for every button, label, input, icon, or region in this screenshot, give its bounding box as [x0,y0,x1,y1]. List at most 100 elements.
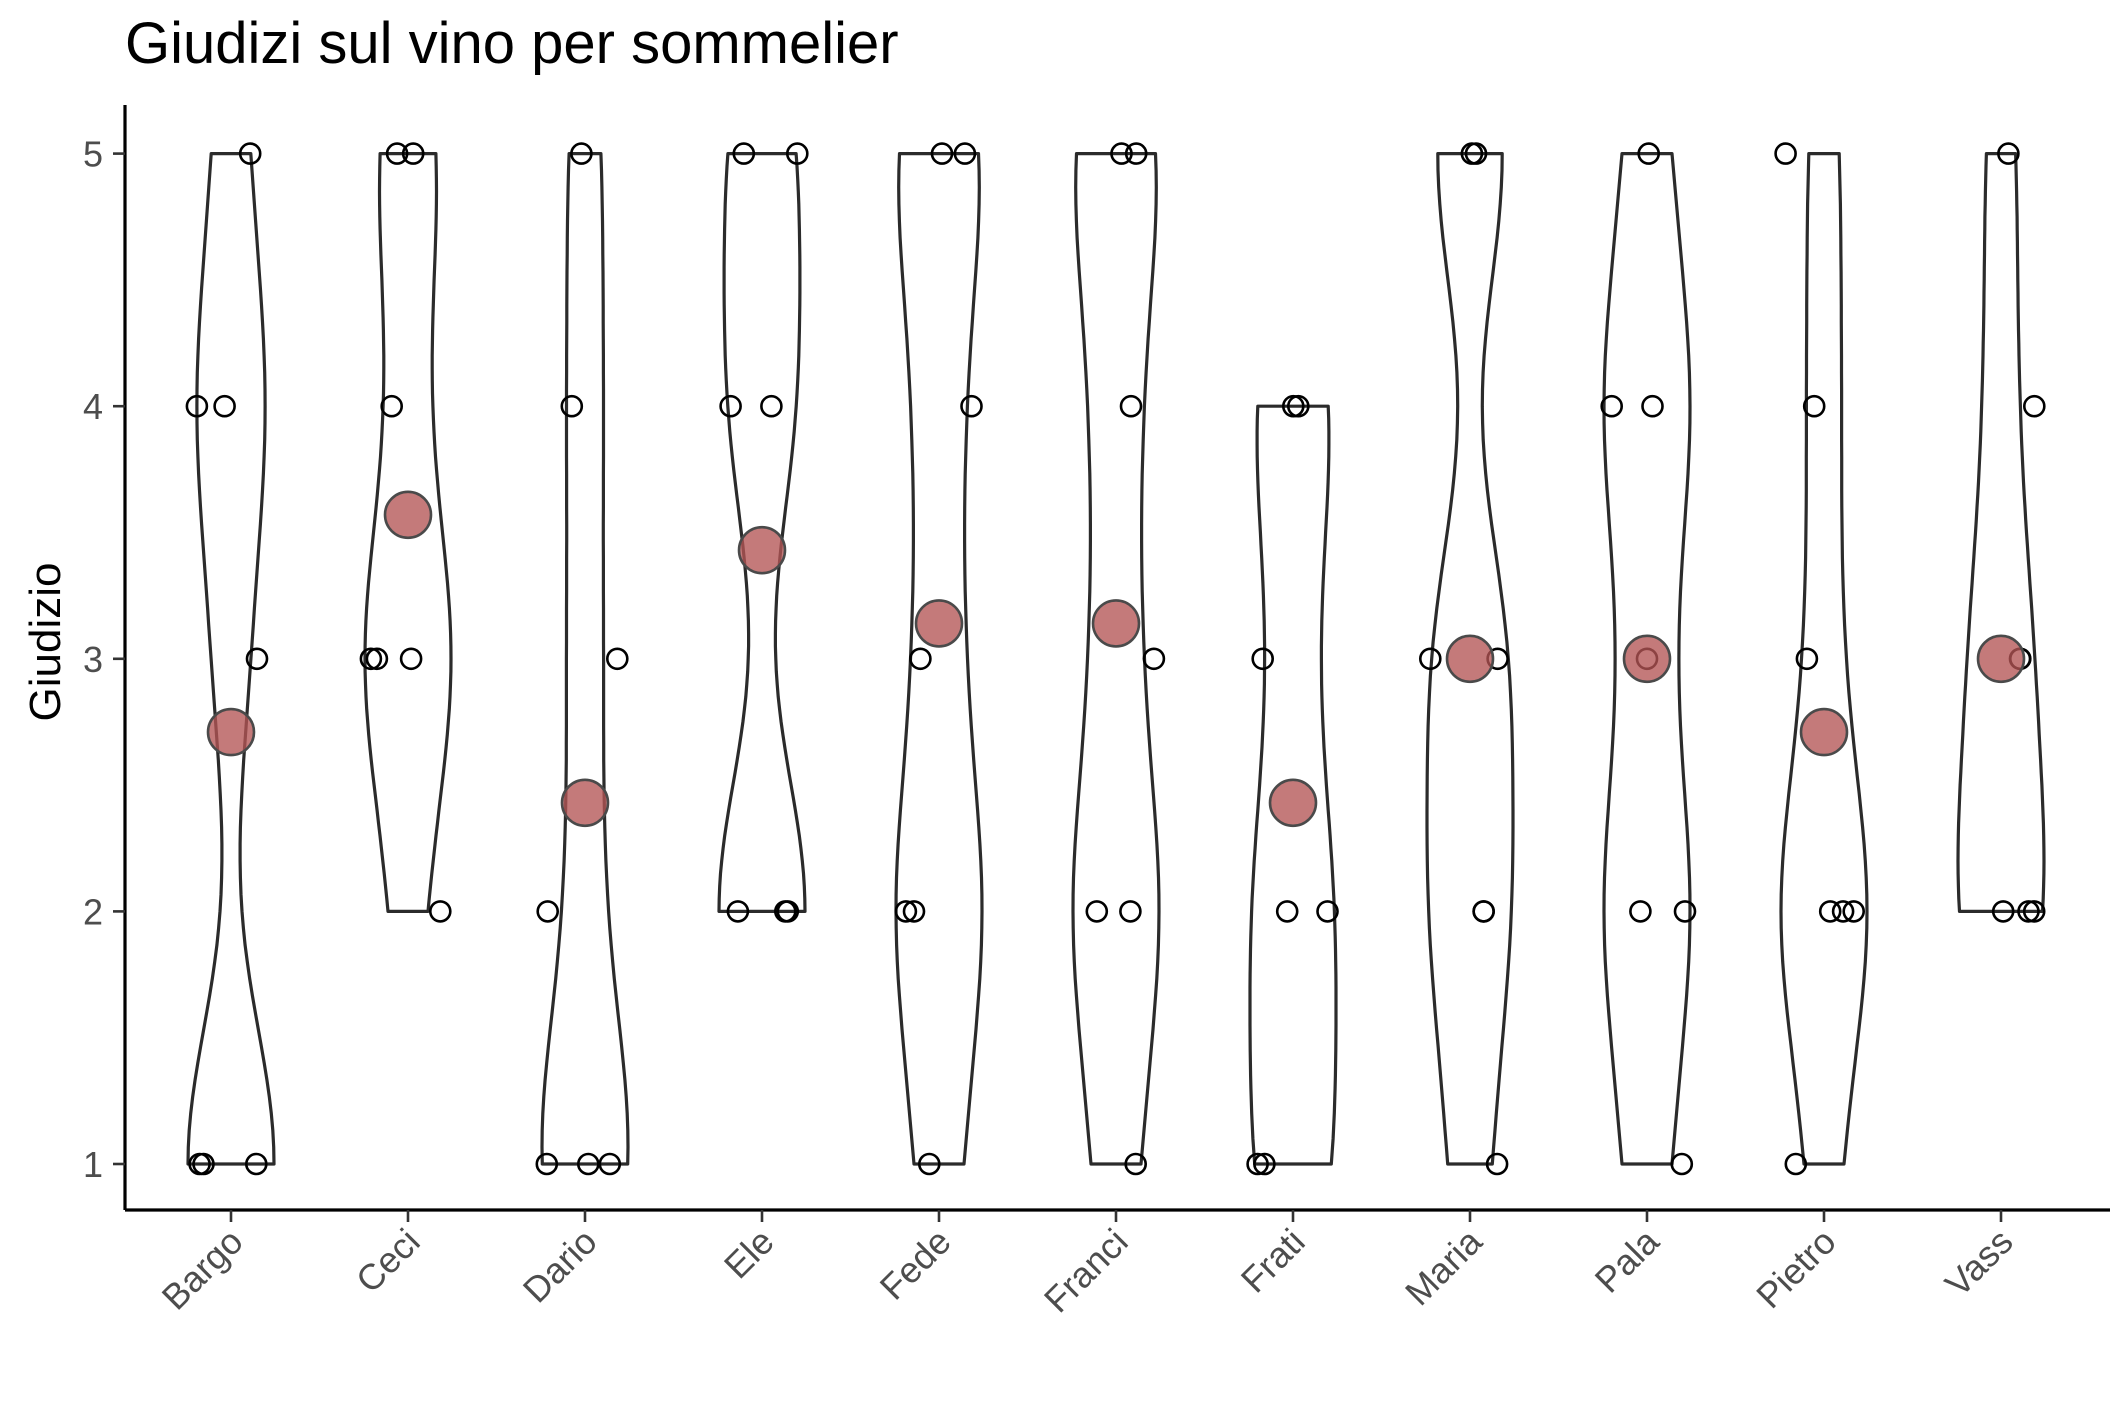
data-point [1419,647,1442,671]
points-layer [185,142,2046,1176]
data-point [1600,394,1623,418]
x-tick-label: Frati [1233,1221,1313,1301]
data-point [1818,900,1842,923]
mean-point-pala [1622,634,1672,684]
data-point [399,647,423,671]
data-point [1485,1152,1509,1176]
data-point [2023,394,2046,418]
data-point [785,142,809,165]
data-point [1842,900,1865,923]
x-tick-label: Franci [1036,1221,1136,1321]
data-point [732,142,756,165]
data-point [1124,1152,1147,1176]
data-point [188,1152,211,1176]
mean-point-ceci [383,490,433,540]
data-point [536,900,560,923]
y-tick-label: 1 [83,1144,103,1185]
data-point [570,142,593,165]
data-point [245,647,269,671]
data-point [380,394,404,418]
x-tick-label: Pietro [1748,1221,1843,1316]
data-point [1251,647,1274,671]
violin-maria [1425,152,1515,1166]
y-tick-label: 2 [83,891,103,932]
data-point [365,647,389,671]
mean-point-ele [737,525,787,575]
data-point [1464,142,1488,165]
data-point [1287,394,1310,418]
violin-bargo [186,152,276,1166]
data-point [359,647,383,671]
mean-point-pietro [1799,707,1849,757]
data-point [1119,394,1143,418]
data-point [238,142,262,165]
data-point [385,142,409,165]
violin-vass [1956,152,2046,913]
data-point [560,394,584,418]
data-point [1110,142,1133,165]
data-point [894,900,918,923]
data-point [535,1152,559,1176]
y-axis-label: Giudizio [21,563,70,722]
data-point [960,394,983,418]
data-point [1802,394,1826,418]
y-tick-label: 3 [83,639,103,680]
data-point [773,900,797,923]
data-point [244,1152,268,1176]
data-point [760,394,783,418]
y-tick-label: 4 [83,386,103,427]
data-point [1784,1152,1808,1176]
data-point [1142,647,1166,671]
means-layer [206,490,2026,828]
violin-pietro [1779,152,1869,1166]
violin-franci [1071,152,1161,1166]
data-point [1670,1152,1694,1176]
mean-point-frati [1268,778,1318,828]
data-point [1472,900,1495,923]
x-tick-label: Dario [515,1221,605,1311]
x-tick-label: Vass [1937,1221,2021,1305]
data-point [1795,647,1819,671]
violin-fede [894,152,984,1166]
x-tick-label: Bargo [154,1221,251,1318]
violin-dario [540,152,630,1166]
data-point [909,647,932,671]
data-point [719,394,742,418]
data-point [1997,142,2020,165]
data-point [902,900,926,923]
mean-point-dario [560,778,610,828]
mean-point-bargo [206,707,256,757]
data-point [1316,900,1339,923]
data-point [1124,142,1148,165]
data-point [1085,900,1109,923]
data-point [2017,900,2040,923]
x-tick-label: Pala [1587,1220,1668,1301]
x-tick-label: Ceci [348,1221,428,1301]
x-tick-label: Fede [872,1221,959,1308]
data-point [1831,900,1855,923]
data-point [598,1152,622,1176]
x-tick-label: Ele [716,1221,782,1287]
data-point [1119,900,1142,923]
data-point [576,1152,600,1176]
data-point [1246,1152,1269,1176]
data-point [1673,900,1697,923]
data-point [428,900,452,923]
violin-pala [1602,152,1692,1166]
data-point [213,394,236,418]
data-point [1774,142,1797,165]
data-point [185,394,209,418]
data-point [917,1152,941,1176]
data-point [2022,900,2046,923]
data-point [401,142,425,165]
data-point [1253,1152,1276,1176]
data-point [930,142,954,165]
mean-point-fede [914,599,964,648]
data-point [1641,394,1664,418]
data-point [1275,900,1299,923]
data-point [1637,142,1660,165]
data-point [1629,900,1652,923]
chart-title: Giudizi sul vino per sommelier [125,11,899,76]
violin-layer [186,152,2046,1166]
